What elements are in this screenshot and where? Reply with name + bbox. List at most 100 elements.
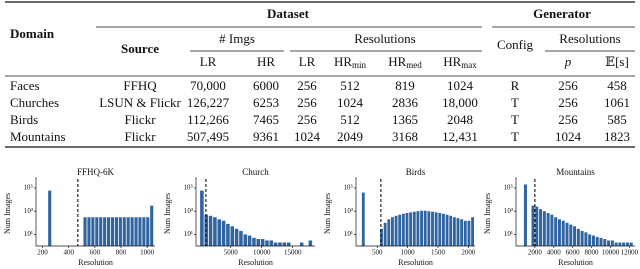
- bar: [531, 205, 535, 246]
- header-gen-resolutions: Resolutions: [559, 31, 620, 46]
- header-config: Config: [497, 37, 534, 52]
- bar: [591, 235, 595, 246]
- bar: [554, 217, 558, 246]
- table-cell: 1024: [555, 129, 582, 144]
- table-cell: 9361: [253, 129, 279, 144]
- bar: [83, 217, 87, 246]
- bar: [565, 222, 569, 246]
- y-axis-label: Num Images: [323, 193, 332, 234]
- bar: [146, 217, 150, 246]
- table-cell: 12,431: [442, 129, 478, 144]
- table-cell: 512: [340, 112, 360, 127]
- bar: [557, 219, 561, 246]
- table-cell: 2049: [337, 129, 363, 144]
- bar: [599, 237, 603, 246]
- table-cell: T: [511, 112, 519, 127]
- bar: [431, 211, 434, 246]
- table-cell: 585: [607, 112, 627, 127]
- histogram-panel: FFHQ-6K Num Images Resolution 10¹ 10³ 10⁵ 200 4…: [3, 167, 155, 267]
- table-cell: R: [511, 78, 520, 93]
- x-tick-label: 200: [37, 249, 48, 257]
- y-tick-label: 10³: [344, 207, 353, 215]
- bar: [449, 215, 453, 246]
- bar: [260, 239, 265, 246]
- x-tick-label: 10000: [602, 249, 620, 257]
- column-header: HRmed: [388, 54, 422, 70]
- column-header-sub: min: [352, 60, 367, 70]
- bar: [610, 240, 614, 246]
- bar: [409, 212, 413, 246]
- y-axis-label: Num Images: [3, 193, 12, 234]
- column-header-main: HR: [443, 54, 461, 69]
- bar: [299, 242, 304, 246]
- table-cell: LSUN & Flickr: [99, 95, 181, 110]
- bar: [230, 226, 235, 246]
- column-header-sub: max: [461, 60, 477, 70]
- table-cell: 512: [340, 78, 360, 93]
- chart-title: Mountains: [556, 167, 595, 177]
- bar: [269, 240, 274, 246]
- bar: [576, 228, 580, 246]
- table-cell: 1024: [337, 95, 364, 110]
- x-tick-label: 10000: [253, 249, 271, 257]
- table-cell: 256: [297, 78, 317, 93]
- bar: [618, 242, 622, 246]
- table-cell: 3168: [392, 129, 418, 144]
- histogram-panel: Church Num Images Resolution 10¹ 10³ 10⁵ 5000 1…: [163, 167, 315, 267]
- table-cell: 256: [558, 95, 578, 110]
- bar: [256, 239, 261, 246]
- bar: [438, 212, 442, 246]
- header-imgs: # Imgs: [219, 31, 255, 46]
- bar: [387, 219, 391, 246]
- bar: [103, 217, 107, 246]
- table-cell: 126,227: [187, 95, 230, 110]
- y-tick-label: 10⁵: [344, 184, 354, 192]
- x-tick-label: 2000: [528, 249, 543, 257]
- x-tick-label: 5000: [224, 249, 239, 257]
- bar: [588, 234, 592, 246]
- bar: [213, 217, 217, 246]
- row-domain: Faces: [10, 78, 40, 93]
- column-header: HRmin: [334, 54, 367, 70]
- bar: [405, 212, 409, 246]
- table: Dataset Generator Domain Source # Imgs R…: [5, 1, 635, 148]
- column-header-main: HR: [388, 54, 406, 69]
- bar: [460, 219, 464, 246]
- bar: [416, 211, 420, 246]
- bar: [200, 190, 204, 246]
- bar: [48, 190, 52, 246]
- bar: [130, 217, 134, 246]
- column-header: HR: [257, 54, 275, 69]
- bar: [208, 215, 213, 246]
- y-tick-label: 10³: [504, 207, 513, 215]
- table-cell: FFHQ: [123, 78, 157, 93]
- table-cell: 256: [558, 78, 578, 93]
- bar: [445, 214, 449, 246]
- x-tick-label: 500: [372, 249, 383, 257]
- bar: [427, 211, 431, 246]
- bar: [569, 224, 573, 246]
- bar: [383, 222, 387, 246]
- bar: [278, 242, 282, 246]
- bar: [463, 220, 467, 246]
- y-tick-label: 10¹: [24, 230, 33, 238]
- bar: [442, 213, 445, 246]
- bar: [629, 242, 633, 246]
- row-domain: Mountains: [10, 129, 66, 144]
- bar: [252, 237, 256, 246]
- column-header-main: 𝔼[s]: [605, 54, 629, 69]
- bar: [142, 217, 146, 246]
- y-tick-label: 10³: [184, 207, 193, 215]
- x-tick-label: 4000: [547, 249, 562, 257]
- bar: [471, 217, 474, 246]
- bar: [391, 217, 394, 246]
- x-tick-label: 2000: [461, 249, 476, 257]
- table-cell: 112,266: [187, 112, 229, 127]
- histogram-panel: Mountains Num Images Resolution 10¹ 10³ 10⁵ 20…: [483, 167, 639, 267]
- table-cell: 256: [297, 112, 317, 127]
- bar: [434, 212, 438, 246]
- bar: [614, 242, 618, 246]
- bar: [573, 226, 577, 246]
- column-header: LR: [299, 54, 316, 69]
- bar: [550, 214, 554, 246]
